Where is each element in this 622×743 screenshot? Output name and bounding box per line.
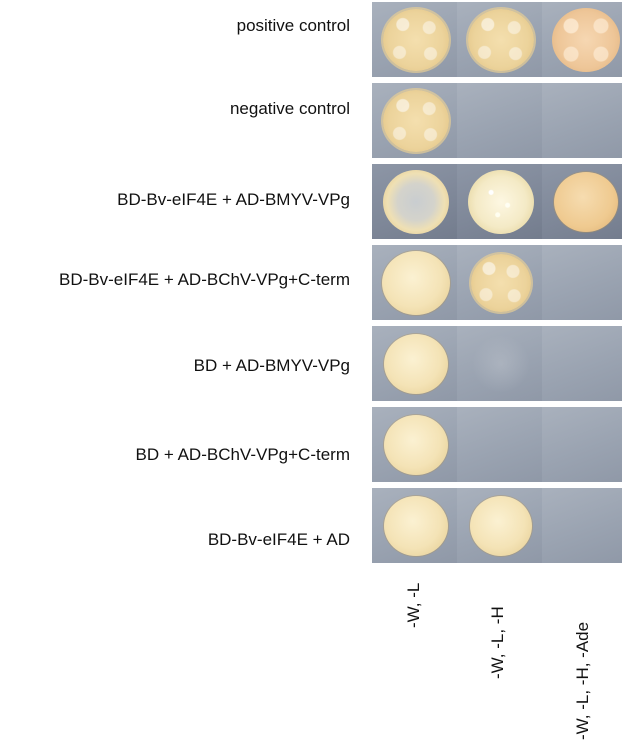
row-label-negative-control: negative control [229,99,350,118]
yeast-colony [383,414,448,475]
row-label-bchv-vpg-cterm: BD-Bv-eIF4E + AD-BChV-VPg+C-term [59,270,350,289]
panel-bd-bchv-vpg-cterm-col2 [457,407,544,482]
yeast-colony [382,89,449,152]
yeast-colony [470,335,531,392]
row-label-eif4e-ad: BD-Bv-eIF4E + AD [207,530,350,549]
yeast-colony [383,495,448,556]
panel-bmyv-vpg-col1 [372,164,459,239]
row-label-bmyv-vpg: BD-Bv-eIF4E + AD-BMYV-VPg [117,190,350,209]
yeast-colony [470,253,531,312]
panel-eif4e-ad-col2 [457,488,544,563]
yeast-colony [553,171,618,232]
panel-negative-control-col2 [457,83,544,158]
row-label-positive-control: positive control [236,16,350,35]
panel-bd-bmyv-vpg-col2 [457,326,544,401]
column-label-w-l-h: -W, -L, -H [488,606,507,679]
panel-bchv-vpg-cterm-col2 [457,245,544,320]
yeast-colony [469,495,532,556]
panel-positive-control-col1 [372,2,459,77]
panel-negative-control-col1 [372,83,459,158]
yeast-colony [467,169,534,234]
yeast-colony [383,333,448,394]
yeast-colony [381,250,450,315]
panel-bd-bchv-vpg-cterm-col1 [372,407,459,482]
panel-bmyv-vpg-col2 [457,164,544,239]
panel-bchv-vpg-cterm-col1 [372,245,459,320]
column-label-w-l-h-ade: -W, -L, -H, -Ade [573,621,592,740]
panel-bd-bmyv-vpg-col3 [542,326,622,401]
panel-bd-bchv-vpg-cterm-col3 [542,407,622,482]
row-label-bd-bmyv-vpg: BD + AD-BMYV-VPg [193,356,350,375]
panel-bmyv-vpg-col3 [542,164,622,239]
panel-eif4e-ad-col1 [372,488,459,563]
panel-eif4e-ad-col3 [542,488,622,563]
row-label-bd-bchv-vpg-cterm: BD + AD-BChV-VPg+C-term [135,445,350,464]
panel-positive-control-col3 [542,2,622,77]
column-label-w-l: -W, -L [404,582,423,628]
panel-positive-control-col2 [457,2,544,77]
yeast-colony [467,8,534,71]
yeast-colony [551,7,620,72]
yeast-colony [382,169,449,234]
panel-bd-bmyv-vpg-col1 [372,326,459,401]
yeast-colony [382,8,449,71]
panel-bchv-vpg-cterm-col3 [542,245,622,320]
panel-negative-control-col3 [542,83,622,158]
